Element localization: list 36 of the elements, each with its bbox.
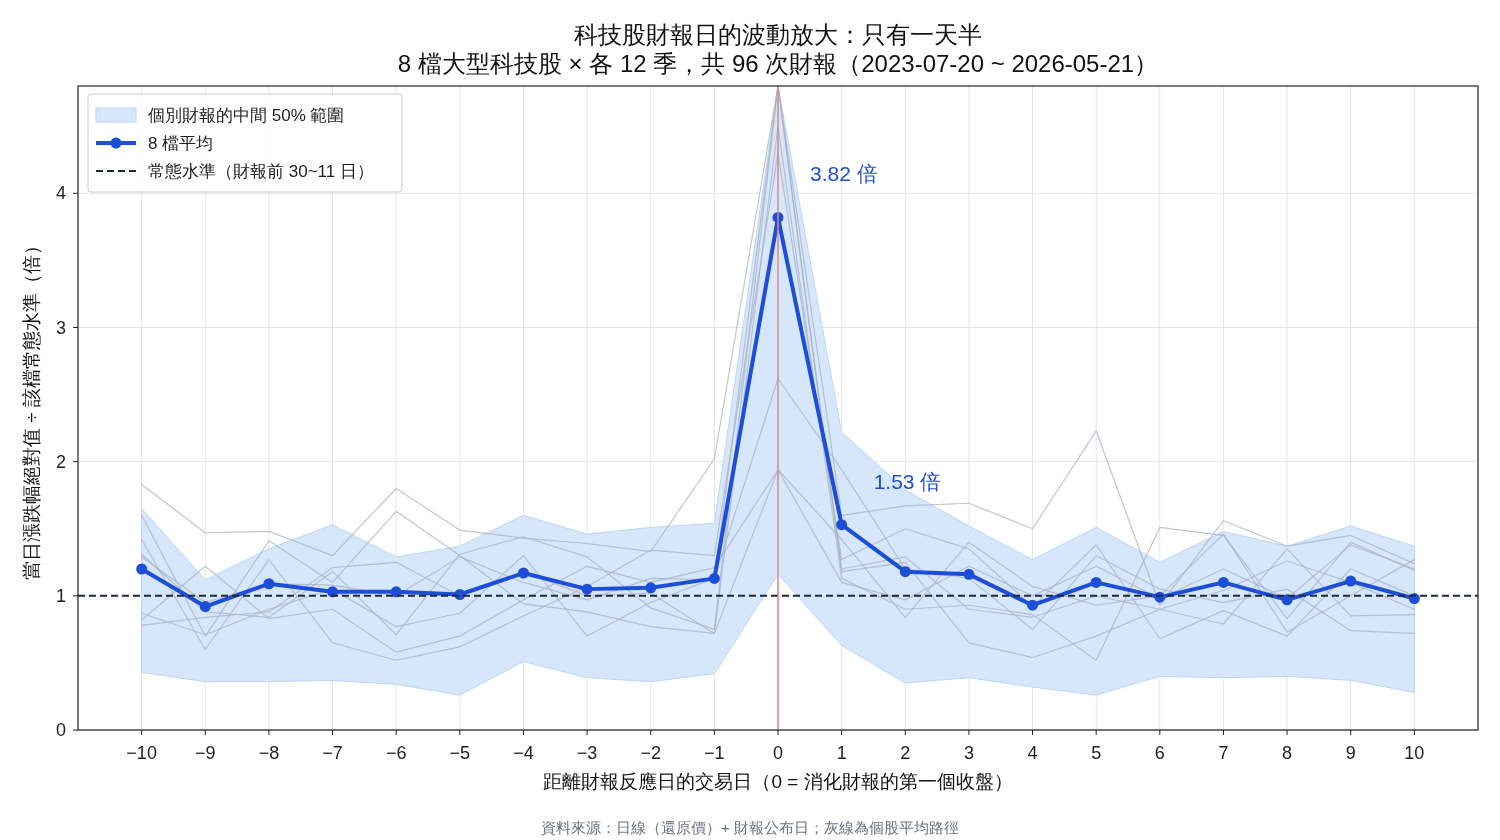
x-tick-label: −2 bbox=[640, 743, 661, 763]
legend-label: 個別財報的中間 50% 範圍 bbox=[148, 106, 345, 125]
source-note: 資料來源：日線（還原價）+ 財報公布日；灰線為個股平均路徑 bbox=[541, 819, 959, 836]
x-tick-label: −9 bbox=[195, 743, 216, 763]
x-tick-label: 7 bbox=[1218, 743, 1229, 763]
x-tick-label: 9 bbox=[1345, 743, 1356, 763]
y-tick-label: 0 bbox=[55, 720, 66, 740]
y-tick-label: 3 bbox=[55, 317, 66, 338]
annotation: 1.53 倍 bbox=[873, 469, 942, 493]
x-tick-label: 4 bbox=[1027, 743, 1038, 763]
legend-label: 常態水準（財報前 30~11 日） bbox=[148, 162, 374, 181]
x-tick-label: −4 bbox=[513, 743, 534, 763]
x-tick-label: 1 bbox=[836, 743, 847, 763]
x-tick-label: −8 bbox=[258, 743, 280, 763]
x-tick-label: 5 bbox=[1091, 743, 1102, 763]
x-tick-label: 6 bbox=[1154, 743, 1165, 763]
x-tick-label: −6 bbox=[385, 743, 407, 763]
x-tick-label: 10 bbox=[1404, 743, 1425, 763]
x-tick-label: −3 bbox=[576, 743, 598, 763]
x-tick-label: 3 bbox=[963, 743, 974, 763]
y-tick-label: 2 bbox=[55, 451, 66, 472]
x-tick-label: 8 bbox=[1282, 743, 1293, 763]
chart-title: 科技股財報日的波動放大：只有一天半 bbox=[574, 21, 982, 48]
x-axis-title: 距離財報反應日的交易日（0 = 消化財報的第一個收盤） bbox=[543, 771, 1013, 792]
x-tick-label: 2 bbox=[900, 743, 911, 763]
y-tick-label: 1 bbox=[55, 585, 66, 606]
chart-subtitle: 8 檔大型科技股 × 各 12 季，共 96 次財報（2023-07-20 ~ 2026-05-21） bbox=[397, 50, 1159, 77]
legend-label: 8 檔平均 bbox=[148, 134, 214, 153]
y-axis-title: 當日漲跌幅絕對值 ÷ 該檔常態水準（倍） bbox=[21, 236, 42, 580]
x-tick-label: −1 bbox=[704, 743, 725, 763]
x-tick-label: −10 bbox=[126, 743, 157, 763]
y-tick-label: 4 bbox=[55, 183, 66, 204]
x-tick-label: −5 bbox=[449, 743, 471, 763]
x-tick-label: 0 bbox=[772, 743, 784, 763]
annotation: 3.82 倍 bbox=[810, 162, 878, 186]
x-tick-label: −7 bbox=[322, 743, 343, 763]
